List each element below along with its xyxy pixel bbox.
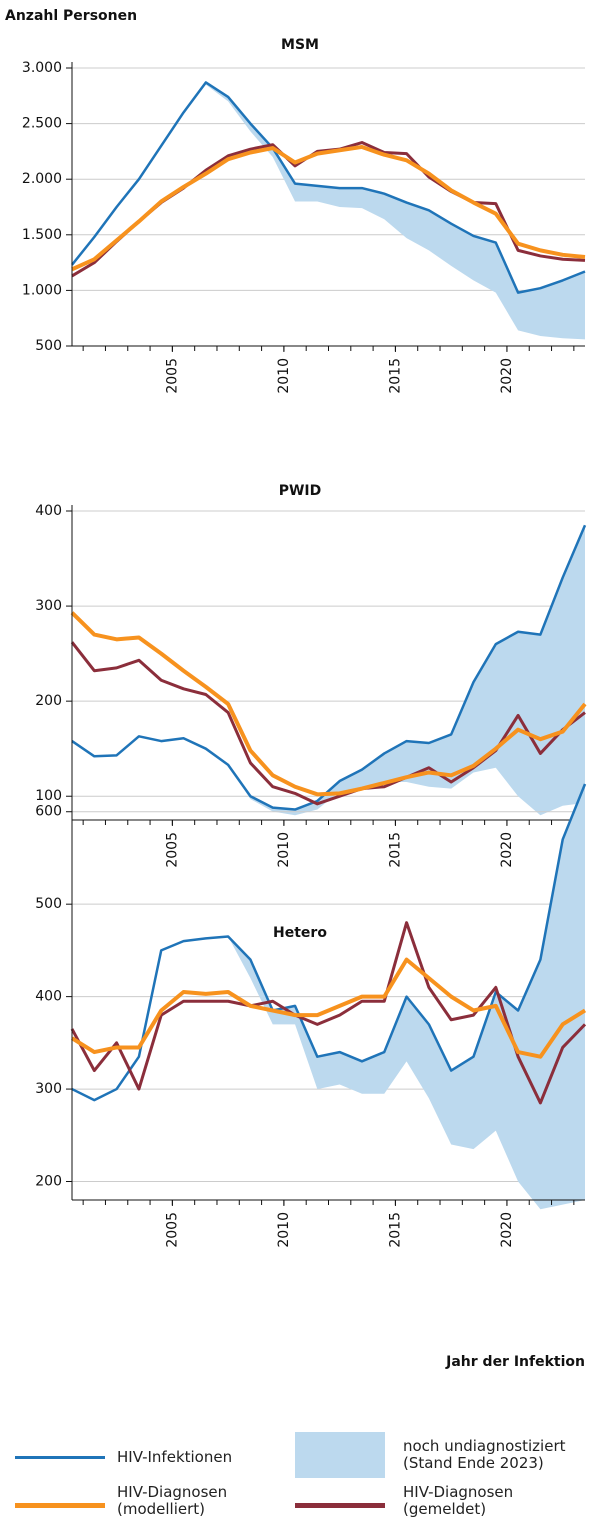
y-tick-label: 1.500 (22, 227, 62, 243)
undiagnosed-band (72, 525, 585, 816)
x-tick-label: 2010 (276, 358, 292, 394)
x-tick-label: 2020 (499, 1212, 515, 1248)
legend-label: HIV-Infektionen (117, 1448, 233, 1466)
series-line (70, 611, 587, 797)
y-tick-label: 600 (35, 804, 62, 820)
y-tick-label: 300 (35, 1081, 62, 1097)
x-tick-label: 2005 (164, 358, 180, 394)
undiagnosed-band (72, 784, 585, 1210)
y-tick-label: 100 (35, 788, 62, 804)
series-line (70, 921, 587, 1105)
x-tick-label: 2020 (499, 358, 515, 394)
y-tick-label: 500 (35, 338, 62, 354)
y-tick-label: 400 (35, 989, 62, 1005)
legend-swatch (295, 1503, 385, 1508)
chart-title: Hetero (273, 925, 327, 941)
x-tick-label: 2015 (387, 832, 403, 868)
legend-swatch (15, 1503, 105, 1508)
x-tick-label: 2020 (499, 832, 515, 868)
y-tick-label: 400 (35, 503, 62, 519)
y-axis-title: Anzahl Personen (5, 8, 137, 24)
chart-title: MSM (281, 37, 319, 53)
y-tick-label: 3.000 (22, 60, 62, 76)
x-tick-label: 2005 (164, 1212, 180, 1248)
x-tick-label: 2005 (164, 832, 180, 868)
legend-swatch (15, 1456, 105, 1459)
y-tick-label: 1.000 (22, 282, 62, 298)
undiagnosed-band (72, 82, 585, 340)
series-line (70, 957, 587, 1059)
chart-title: PWID (279, 483, 322, 499)
legend-label: HIV-Diagnosen (modelliert) (117, 1483, 228, 1517)
x-tick-label: 2015 (387, 358, 403, 394)
y-tick-label: 2.000 (22, 171, 62, 187)
x-axis-title: Jahr der Infektion (445, 1354, 585, 1370)
series-line (71, 81, 586, 294)
series-line (71, 524, 587, 811)
y-tick-label: 200 (35, 693, 62, 709)
x-tick-label: 2015 (387, 1212, 403, 1248)
chart: MSM Anzahl Personen 500 1.000 1.500 2.000 2.50… (5, 8, 587, 1370)
y-tick-label: 200 (35, 1174, 62, 1190)
legend-label: HIV-Diagnosen (gemeldet) (403, 1483, 514, 1517)
x-tick-label: 2010 (276, 832, 292, 868)
legend-swatch (295, 1432, 385, 1478)
y-tick-label: 300 (35, 598, 62, 614)
series-line (71, 144, 586, 272)
y-tick-label: 2.500 (22, 116, 62, 132)
legend-label: noch undiagnostiziert (Stand Ende 2023) (403, 1437, 566, 1472)
x-tick-label: 2010 (276, 1212, 292, 1248)
y-tick-label: 500 (35, 896, 62, 912)
